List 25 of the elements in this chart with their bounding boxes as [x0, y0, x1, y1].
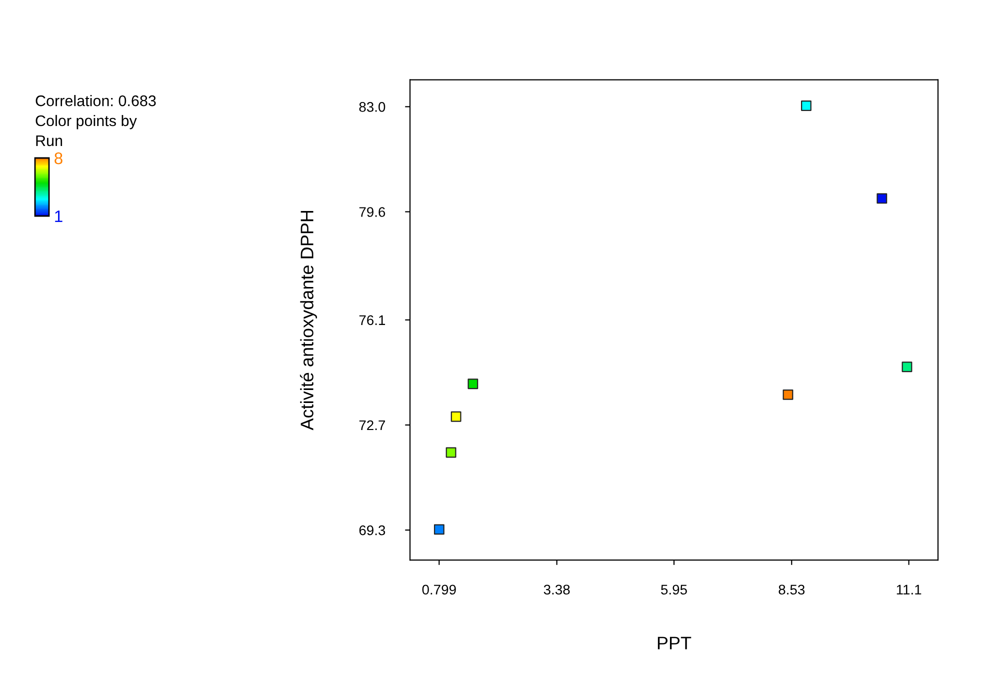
point: [782, 389, 794, 400]
y-tick-label: 69.3: [359, 525, 386, 536]
text: Color points by: [36, 114, 137, 130]
color-bar-label: 1: [55, 210, 62, 222]
x-tick-label: 11.1: [896, 584, 922, 594]
point: [446, 447, 456, 458]
x-axis-title: PPT: [658, 636, 692, 650]
y-tick-label: 76.1: [359, 315, 386, 326]
x-tick-label: 0.799: [422, 584, 456, 595]
y-axis-title: Activité antioxydante DPPH: [300, 210, 317, 430]
x-tick-label: 5.95: [661, 584, 687, 595]
color-bar-title: Run: [36, 135, 62, 146]
point: [876, 193, 888, 204]
point: [434, 524, 444, 535]
point: [450, 411, 462, 422]
y-tick-label: 79.6: [359, 207, 386, 217]
y-tick-label: 72.7: [359, 420, 385, 430]
point: [801, 100, 812, 111]
text: Correlation: 0.683: [36, 95, 156, 106]
x-tick-label: 3.38: [544, 584, 570, 595]
y-tick-label: 83.0: [359, 102, 386, 112]
point: [902, 362, 912, 372]
color-bar-label: 8: [54, 152, 62, 164]
x-tick-label: 8.53: [778, 584, 805, 595]
point: [468, 378, 478, 390]
